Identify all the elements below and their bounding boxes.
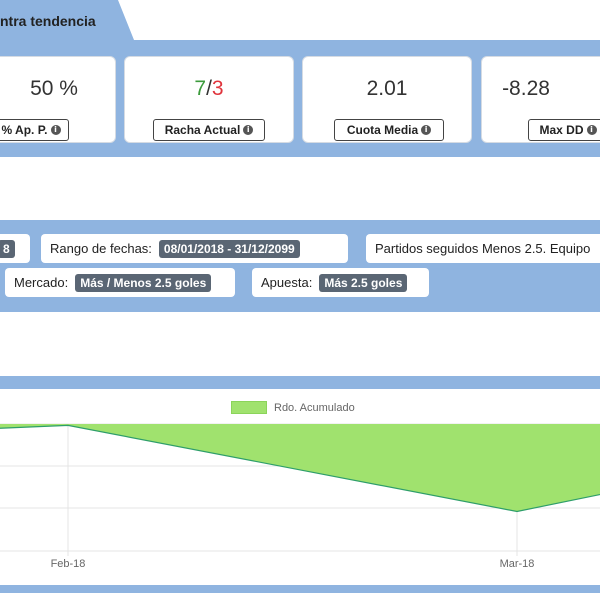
stat-card-streak: 7/3 Racha Actual i (124, 56, 294, 143)
legend-label: Rdo. Acumulado (274, 401, 355, 414)
stat-value: 7/3 (194, 77, 224, 100)
chart-legend[interactable]: Rdo. Acumulado (231, 401, 355, 414)
section-title: ntra tendencia (0, 13, 96, 29)
stat-card-max-dd: -8.28 Max DD i (481, 56, 600, 143)
info-icon: i (50, 125, 61, 135)
stat-label-button[interactable]: % Ap. P. i (0, 119, 69, 141)
section-title-tab: ntra tendencia (0, 0, 134, 40)
stat-label: Max DD (539, 123, 584, 137)
stat-label: Racha Actual (164, 123, 241, 137)
stat-value: -8.28 (502, 77, 550, 100)
filter-chip-bet: Apuesta: Más 2.5 goles (252, 268, 429, 297)
stat-value: 2.01 (366, 77, 408, 100)
filter-chip-description: Partidos seguidos Menos 2.5. Equipo (366, 234, 600, 263)
x-axis: Feb-18 Mar-18 (51, 558, 535, 570)
legend-swatch (231, 401, 267, 414)
stat-card-win-rate: 50 % % Ap. P. i (0, 56, 116, 143)
stat-value: 50 % (30, 77, 78, 100)
filter-panel: 8 Rango de fechas: 08/01/2018 - 31/12/20… (0, 220, 600, 312)
stat-label-button[interactable]: Cuota Media i (334, 119, 444, 141)
stat-label: Cuota Media (346, 123, 419, 137)
series-line-rdo-acumulado (0, 424, 600, 513)
stat-label: % Ap. P. (1, 123, 48, 137)
info-icon: i (586, 125, 597, 135)
x-tick-label: Mar-18 (500, 558, 535, 570)
chart-panel-header (0, 376, 600, 389)
stat-label-button[interactable]: Max DD i (528, 119, 600, 141)
filter-chip-date-range: Rango de fechas: 08/01/2018 - 31/12/2099 (41, 234, 348, 263)
stat-card-avg-odds: 2.01 Cuota Media i (302, 56, 472, 143)
info-icon: i (421, 125, 432, 135)
chart-panel-footer (0, 585, 600, 593)
filter-chip-partial: 8 (0, 234, 30, 263)
info-icon: i (243, 125, 254, 135)
stat-label-button[interactable]: Racha Actual i (153, 119, 265, 141)
x-tick-label: Feb-18 (51, 558, 86, 570)
cumulative-result-chart: Feb-18 Mar-18 (0, 423, 600, 570)
series-area-rdo-acumulado (0, 424, 600, 512)
filter-chip-market: Mercado: Más / Menos 2.5 goles (5, 268, 235, 297)
